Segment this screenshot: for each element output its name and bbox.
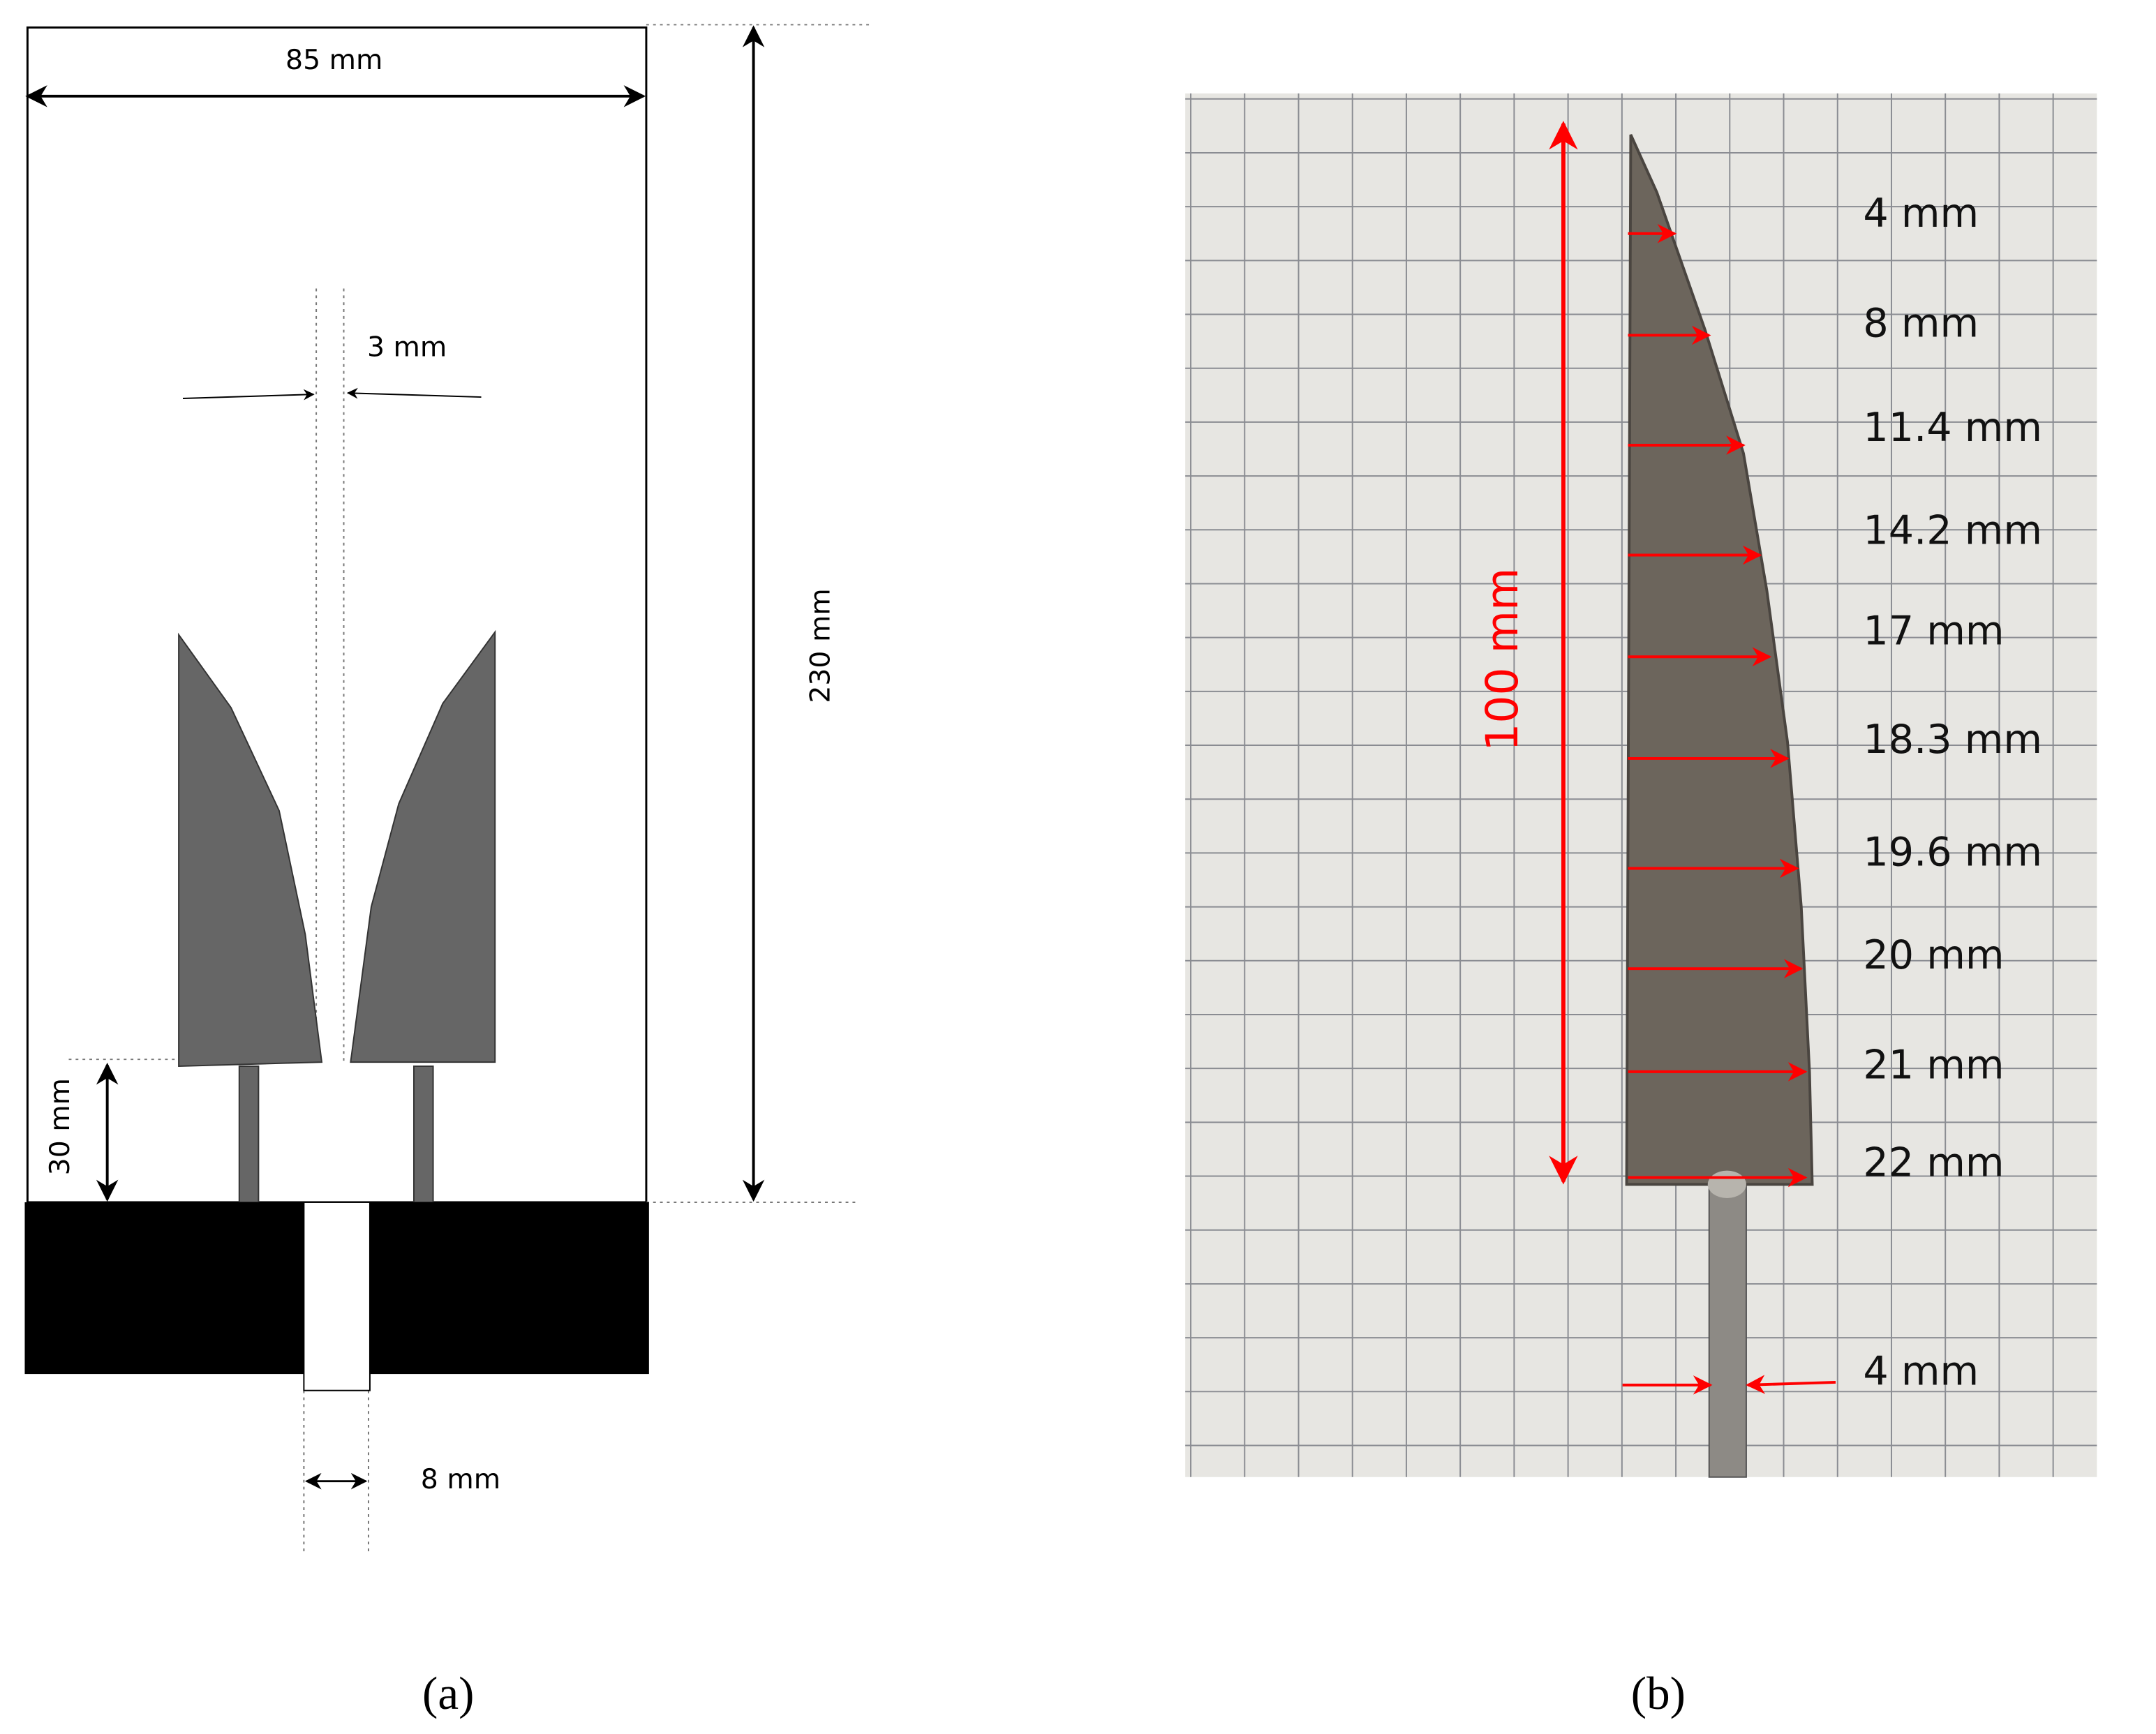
width-label: 20 mm bbox=[1863, 932, 2004, 978]
panel-b: 100 mm 4 mm 8 mm 11.4 mm 14.2 mm 17 mm 18.3 m… bbox=[1185, 93, 2097, 1719]
feed-width-label: 8 mm bbox=[421, 1463, 500, 1495]
substrate-outline bbox=[26, 26, 648, 1204]
blade bbox=[1625, 134, 1814, 1186]
width-label: 11.4 mm bbox=[1863, 405, 2042, 451]
height-label: 230 mm bbox=[805, 588, 837, 703]
width-label: 4 mm bbox=[1863, 190, 1979, 237]
width-label: 17 mm bbox=[1863, 608, 2004, 654]
width-label: 8 mm bbox=[1863, 300, 1979, 346]
width-label: 21 mm bbox=[1863, 1042, 2004, 1089]
width-label: 18.3 mm bbox=[1863, 717, 2042, 763]
width-measurements: 4 mm 8 mm 11.4 mm 14.2 mm 17 mm 18.3 mm 19.6 m… bbox=[1628, 190, 2042, 1188]
feed-line bbox=[238, 1066, 260, 1203]
width-label: 14.2 mm bbox=[1863, 508, 2042, 554]
length-label: 100 mm bbox=[1477, 568, 1528, 752]
rod-label: 4 mm bbox=[1863, 1349, 1979, 1395]
rod-arrows bbox=[1622, 1375, 1836, 1395]
gap-label: 3 mm bbox=[367, 331, 447, 364]
rod bbox=[1708, 1167, 1747, 1478]
right-patch bbox=[350, 629, 496, 1063]
rod-joint bbox=[1707, 1170, 1746, 1199]
feed-slot bbox=[303, 1201, 371, 1391]
caption: (b) bbox=[1631, 1668, 1686, 1719]
width-label: 85 mm bbox=[285, 44, 382, 76]
width-label: 22 mm bbox=[1863, 1139, 2004, 1186]
panel-a: 85 mm 230 mm 3 mm 30 mm 8 mm (a) bbox=[24, 24, 870, 1719]
dimension-arrows bbox=[25, 25, 765, 1490]
left-patch bbox=[178, 632, 323, 1068]
guide-lines bbox=[68, 24, 870, 1553]
width-label: 19.6 mm bbox=[1863, 829, 2042, 875]
feed-height-label: 30 mm bbox=[44, 1078, 76, 1175]
feed-line bbox=[412, 1066, 434, 1203]
caption: (a) bbox=[422, 1668, 474, 1719]
